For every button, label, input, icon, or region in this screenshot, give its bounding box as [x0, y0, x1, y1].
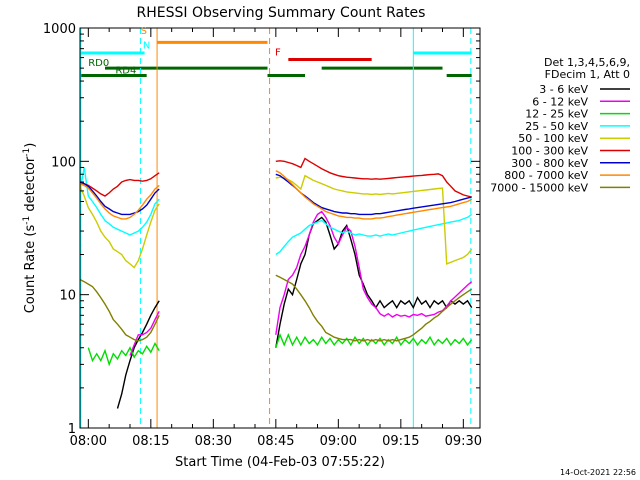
x-tick-label: 08:45	[257, 434, 294, 449]
annotation-f: F	[275, 48, 281, 59]
series-layer	[79, 157, 473, 409]
legend-label-3-6-kev: 3 - 6 keV	[539, 83, 588, 96]
series-line-6-12-kev-1	[275, 210, 473, 335]
x-tick-label: 09:00	[320, 434, 357, 449]
annotation-n: N	[143, 41, 150, 52]
annotation-rd0: RD0	[88, 58, 109, 69]
legend-label-6-12-kev: 6 - 12 keV	[532, 95, 588, 108]
plot-frame	[79, 27, 481, 429]
legend-label-7000-15000-kev: 7000 - 15000 keV	[490, 181, 588, 194]
x-tick-label: 08:00	[70, 434, 107, 449]
footer-timestamp: 14-Oct-2021 22:56	[560, 468, 636, 477]
legend-label-12-25-kev: 12 - 25 keV	[525, 108, 588, 121]
y-axis-label-part-b: -1	[22, 216, 32, 225]
chart-title: RHESSI Observing Summary Count Rates	[137, 5, 426, 21]
series-line-50-100-kev-1	[275, 174, 473, 265]
legend-label-100-300-kev: 100 - 300 keV	[511, 145, 588, 158]
legend-header-2: FDecim 1, Att 0	[545, 68, 630, 81]
y-tick-label: 100	[51, 155, 76, 170]
annotations-layer: SN F RD0 RD4	[88, 26, 281, 76]
x-tick-label: 09:15	[382, 434, 419, 449]
y-tick-label: 1	[68, 422, 76, 437]
legend: Det 1,3,4,5,6,9, FDecim 1, Att 0 3 - 6 k…	[490, 56, 630, 194]
series-line-6-12-kev-0	[129, 310, 160, 356]
legend-header-1: Det 1,3,4,5,6,9,	[544, 56, 630, 69]
y-axis-label-part-d: -1	[22, 148, 32, 157]
x-axis-label: Start Time (04-Feb-03 07:55:22)	[175, 455, 385, 470]
series-line-800-7000-kev-0	[79, 183, 160, 220]
flag-bars-layer	[80, 40, 472, 78]
series-line-100-300-kev-1	[275, 157, 472, 198]
x-tick-label: 09:30	[445, 434, 482, 449]
series-line-7000-15000-kev-0	[79, 278, 160, 342]
vertical-markers-layer	[80, 28, 472, 428]
legend-label-25-50-kev: 25 - 50 keV	[525, 120, 588, 133]
legend-label-300-800-kev: 300 - 800 keV	[511, 157, 588, 170]
legend-label-50-100-kev: 50 - 100 keV	[518, 132, 588, 145]
series-line-50-100-kev-0	[79, 186, 160, 269]
x-tick-label: 08:15	[132, 434, 169, 449]
y-axis-label-part-e: )	[23, 143, 38, 148]
y-tick-label: 1000	[43, 22, 76, 37]
series-line-25-50-kev-1	[275, 213, 473, 256]
series-line-25-50-kev-0	[79, 167, 160, 236]
y-axis-label-part-a: Count Rate (s	[23, 225, 38, 314]
series-line-100-300-kev-0	[79, 172, 160, 197]
y-axis-label-part-c: detector	[23, 156, 38, 216]
series-line-12-25-kev-1	[275, 332, 473, 348]
y-axis-label: Count Rate (s-1 detector-1)	[22, 143, 38, 314]
annotation-s: S	[141, 26, 147, 37]
series-line-300-800-kev-1	[275, 173, 472, 216]
series-line-3-6-kev-0	[116, 300, 160, 409]
x-tick-label: 08:30	[195, 434, 232, 449]
series-line-7000-15000-kev-1	[275, 274, 473, 342]
series-line-12-25-kev-0	[87, 342, 160, 367]
y-axis: 1 10 100 1000	[43, 22, 480, 437]
legend-label-800-7000-kev: 800 - 7000 keV	[504, 169, 588, 182]
series-line-800-7000-kev-1	[275, 170, 473, 220]
series-line-300-800-kev-0	[79, 181, 160, 216]
x-axis: 08:00 08:15 08:30 08:45 09:00 09:15 09:30	[70, 28, 482, 449]
series-line-3-6-kev-1	[275, 216, 473, 348]
y-tick-label: 10	[59, 289, 76, 304]
annotation-rd4: RD4	[115, 66, 136, 77]
